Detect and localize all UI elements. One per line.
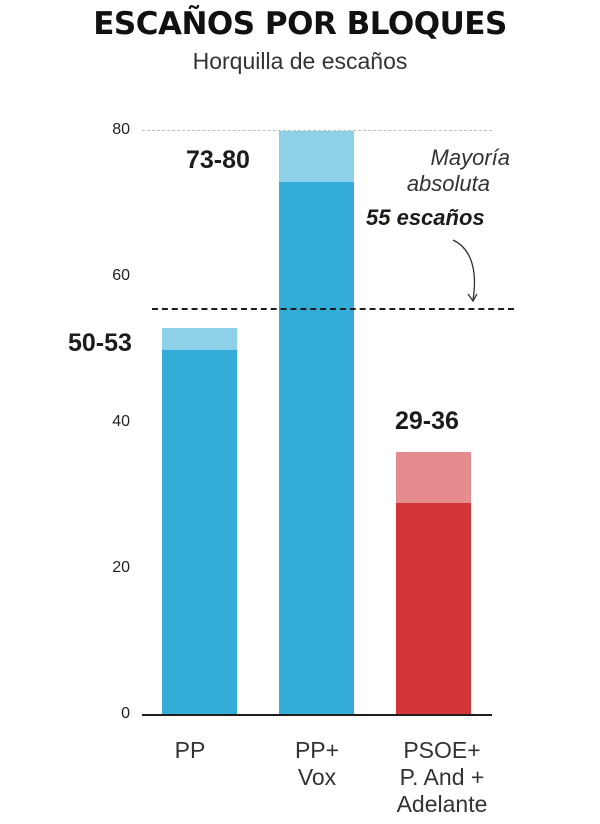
category-label-line: Vox (297, 764, 337, 790)
category-label-line: Adelante (396, 791, 488, 817)
bar-ppvox-range (279, 131, 354, 182)
chart-subtitle: Horquilla de escaños (192, 48, 408, 74)
baseline (142, 714, 492, 716)
chart-title: ESCAÑOS POR BLOQUES (93, 6, 507, 42)
curved-arrow-icon (452, 239, 478, 303)
majority-line (152, 308, 514, 310)
y-tick-20: 20 (112, 559, 130, 576)
annotation-majority-line1: Mayoría (430, 145, 510, 170)
bar-psoe-min (396, 503, 471, 715)
category-label-ppvox: PP+ Vox (247, 737, 387, 791)
annotation-majority-line2: absoluta (406, 171, 490, 196)
range-label-psoe: 29-36 (395, 407, 459, 435)
y-tick-0: 0 (121, 705, 130, 722)
bar-pp-range (162, 328, 237, 350)
y-tick-60: 60 (112, 267, 130, 284)
bar-ppvox-min (279, 182, 354, 715)
category-label-line: PSOE+ (403, 737, 481, 763)
range-label-pp: 50-53 (68, 329, 132, 357)
gridline-80 (142, 130, 492, 131)
category-label-line: PP+ (294, 737, 340, 763)
y-tick-80: 80 (112, 121, 130, 138)
range-label-ppvox: 73-80 (186, 146, 250, 174)
y-tick-40: 40 (112, 413, 130, 430)
category-label-psoe: PSOE+ P. And + Adelante (372, 737, 512, 818)
category-label-line: PP (174, 737, 206, 763)
bar-psoe-range (396, 452, 471, 503)
bar-pp-min (162, 350, 237, 715)
category-label-pp: PP (120, 737, 260, 764)
annotation-majority-value: 55 escaños (366, 205, 485, 230)
category-label-line: P. And + (399, 764, 485, 790)
